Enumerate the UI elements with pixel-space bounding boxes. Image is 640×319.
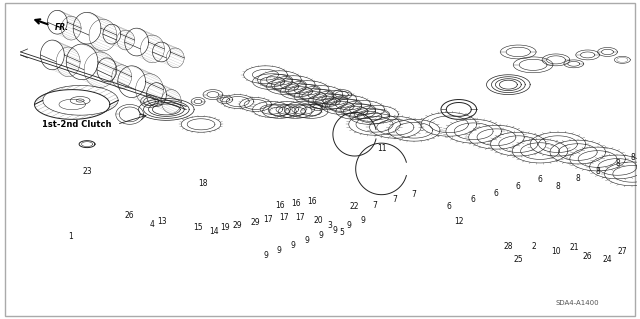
Text: 28: 28 <box>504 242 513 251</box>
Text: 18: 18 <box>198 179 208 188</box>
Text: 9: 9 <box>291 241 296 250</box>
Text: 20: 20 <box>313 216 323 225</box>
Text: 9: 9 <box>360 216 365 225</box>
Text: 9: 9 <box>319 231 323 240</box>
Text: 23: 23 <box>82 167 92 176</box>
Text: SDA4-A1400: SDA4-A1400 <box>556 300 600 306</box>
Text: 14: 14 <box>209 227 219 236</box>
Text: 16: 16 <box>291 199 301 208</box>
Text: 9: 9 <box>263 251 268 260</box>
Text: 8: 8 <box>615 160 620 168</box>
Text: 6: 6 <box>516 182 521 191</box>
Text: 21: 21 <box>569 243 579 252</box>
Text: 7: 7 <box>412 190 417 199</box>
Text: 16: 16 <box>307 197 317 206</box>
Text: 13: 13 <box>157 217 166 226</box>
Text: 5: 5 <box>339 228 344 237</box>
Text: 2: 2 <box>532 242 536 251</box>
Text: 12: 12 <box>454 217 463 226</box>
Text: 25: 25 <box>513 255 523 263</box>
Text: 6: 6 <box>538 175 543 184</box>
Text: 8: 8 <box>631 152 636 161</box>
Text: 1: 1 <box>68 232 72 241</box>
Text: 4: 4 <box>150 220 155 229</box>
Text: 27: 27 <box>618 247 627 256</box>
Text: 6: 6 <box>493 189 498 198</box>
Text: 17: 17 <box>264 215 273 224</box>
Text: 1st-2nd Clutch: 1st-2nd Clutch <box>42 120 112 129</box>
Text: 7: 7 <box>392 195 397 204</box>
Text: 10: 10 <box>551 247 561 256</box>
Text: 3: 3 <box>328 221 332 230</box>
Text: 24: 24 <box>603 255 612 263</box>
Text: 17: 17 <box>280 213 289 222</box>
Text: 11: 11 <box>377 144 386 152</box>
Text: 8: 8 <box>556 182 560 191</box>
Text: 6: 6 <box>447 202 451 211</box>
FancyBboxPatch shape <box>4 4 636 315</box>
Text: 29: 29 <box>251 218 260 227</box>
Text: 26: 26 <box>125 211 134 220</box>
Text: 9: 9 <box>277 246 282 255</box>
Text: 22: 22 <box>350 202 360 211</box>
Text: 8: 8 <box>575 174 580 183</box>
Text: 17: 17 <box>296 213 305 222</box>
Text: 8: 8 <box>595 167 600 176</box>
Text: 19: 19 <box>220 223 230 232</box>
Text: FR.: FR. <box>55 23 70 32</box>
Text: 15: 15 <box>193 223 203 232</box>
Text: 7: 7 <box>372 201 377 210</box>
Text: 9: 9 <box>346 221 351 230</box>
Text: 16: 16 <box>276 201 285 210</box>
Text: 29: 29 <box>233 221 243 230</box>
Text: 6: 6 <box>470 195 475 204</box>
Text: 26: 26 <box>583 252 593 261</box>
Text: 9: 9 <box>332 226 337 235</box>
Text: 9: 9 <box>305 236 310 245</box>
